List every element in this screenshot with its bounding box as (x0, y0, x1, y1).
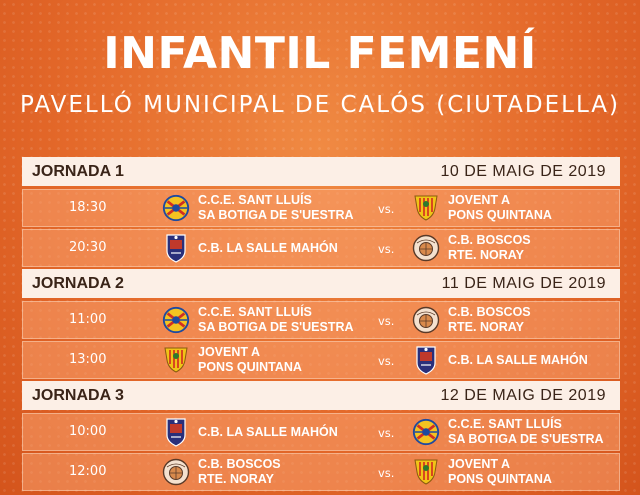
jornada-header: JORNADA 3 12 DE MAIG DE 2019 (22, 381, 620, 410)
home-team: C.C.E. SANT LLUÍS SA BOTIGA DE S'UESTRA (161, 190, 354, 226)
away-team: C.B. BOSCOS RTE. NORAY (411, 230, 531, 266)
home-team-name: C.C.E. SANT LLUÍS (198, 305, 312, 319)
away-team-name: JOVENT A (448, 193, 511, 207)
home-team-name: C.B. LA SALLE MAHÓN (198, 240, 338, 255)
away-team: C.B. LA SALLE MAHÓN (411, 342, 588, 378)
match-row: 18:30 C.C.E. SANT LLUÍS SA BOTIGA DE S'UES… (22, 189, 620, 227)
la-salle-crest-icon (161, 233, 191, 263)
away-team: C.C.E. SANT LLUÍS SA BOTIGA DE S'UESTRA (411, 414, 604, 450)
home-team-name: C.B. LA SALLE MAHÓN (198, 424, 338, 439)
vs-label: vs. (378, 242, 395, 256)
home-team-sponsor: SA BOTIGA DE S'UESTRA (198, 320, 354, 334)
home-team-name: C.C.E. SANT LLUÍS (198, 193, 312, 207)
match-time: 20:30 (69, 240, 107, 255)
vs-label: vs. (378, 466, 395, 480)
vs-label: vs. (378, 426, 395, 440)
home-team: C.C.E. SANT LLUÍS SA BOTIGA DE S'UESTRA (161, 302, 354, 338)
home-team-sponsor: PONS QUINTANA (198, 360, 302, 374)
away-team-sponsor: RTE. NORAY (448, 248, 524, 262)
match-row: 10:00 C.B. LA SALLE MAHÓN vs. C.C.E. SANT L… (22, 413, 620, 451)
match-time: 13:00 (69, 352, 107, 367)
away-team: JOVENT A PONS QUINTANA (411, 190, 552, 226)
match-time: 12:00 (69, 464, 107, 479)
away-team-name: JOVENT A (448, 457, 511, 471)
jornada-name: JORNADA 3 (32, 386, 124, 404)
page-subtitle: PAVELLÓ MUNICIPAL DE CALÓS (CIUTADELLA) (19, 92, 621, 118)
jornada-name: JORNADA 2 (32, 274, 124, 292)
away-team-sponsor: SA BOTIGA DE S'UESTRA (448, 432, 604, 446)
jornada-date: 10 DE MAIG DE 2019 (440, 162, 606, 180)
home-team-sponsor: RTE. NORAY (198, 472, 274, 486)
match-row: 13:00 JOVENT A PONS QUINTANA vs. C.B. LA SAL… (22, 341, 620, 379)
match-row: 12:00 C.B. BOSCOS RTE. NORAY vs. JOVENT A PON… (22, 453, 620, 491)
home-team-name: JOVENT A (198, 345, 261, 359)
away-team: C.B. BOSCOS RTE. NORAY (411, 302, 531, 338)
home-team-sponsor: SA BOTIGA DE S'UESTRA (198, 208, 354, 222)
match-time: 10:00 (69, 424, 107, 439)
sant-lluis-crest-icon (411, 417, 441, 447)
match-time: 11:00 (69, 312, 107, 327)
home-team: C.B. BOSCOS RTE. NORAY (161, 454, 281, 490)
jovent-crest-icon (411, 457, 441, 487)
vs-label: vs. (378, 354, 395, 368)
home-team-name: C.B. BOSCOS (198, 457, 281, 471)
jovent-crest-icon (411, 193, 441, 223)
jornada-name: JORNADA 1 (32, 162, 124, 180)
la-salle-crest-icon (161, 417, 191, 447)
boscos-crest-icon (161, 457, 191, 487)
match-row: 20:30 C.B. LA SALLE MAHÓN vs. C.B. BOSCOS RT… (22, 229, 620, 267)
match-row: 11:00 C.C.E. SANT LLUÍS SA BOTIGA DE S'UES… (22, 301, 620, 339)
away-team-name: C.B. BOSCOS (448, 233, 531, 247)
away-team-sponsor: PONS QUINTANA (448, 472, 552, 486)
jornada-date: 11 DE MAIG DE 2019 (441, 274, 606, 292)
boscos-crest-icon (411, 305, 441, 335)
jornada-header: JORNADA 2 11 DE MAIG DE 2019 (22, 269, 620, 298)
away-team: JOVENT A PONS QUINTANA (411, 454, 552, 490)
sant-lluis-crest-icon (161, 305, 191, 335)
away-team-name: C.B. LA SALLE MAHÓN (448, 352, 588, 367)
vs-label: vs. (378, 314, 395, 328)
match-time: 18:30 (69, 200, 107, 215)
away-team-name: C.B. BOSCOS (448, 305, 531, 319)
boscos-crest-icon (411, 233, 441, 263)
away-team-sponsor: PONS QUINTANA (448, 208, 552, 222)
home-team: C.B. LA SALLE MAHÓN (161, 414, 338, 450)
home-team: JOVENT A PONS QUINTANA (161, 342, 302, 378)
home-team: C.B. LA SALLE MAHÓN (161, 230, 338, 266)
vs-label: vs. (378, 202, 395, 216)
jornada-date: 12 DE MAIG DE 2019 (440, 386, 606, 404)
jovent-crest-icon (161, 345, 191, 375)
jornada-header: JORNADA 1 10 DE MAIG DE 2019 (22, 157, 620, 186)
schedule-table: JORNADA 1 10 DE MAIG DE 2019 18:30 C.C.E. S… (22, 157, 620, 493)
la-salle-crest-icon (411, 345, 441, 375)
away-team-sponsor: RTE. NORAY (448, 320, 524, 334)
away-team-name: C.C.E. SANT LLUÍS (448, 417, 562, 431)
page-title: INFANTIL FEMENÍ (103, 28, 537, 79)
sant-lluis-crest-icon (161, 193, 191, 223)
